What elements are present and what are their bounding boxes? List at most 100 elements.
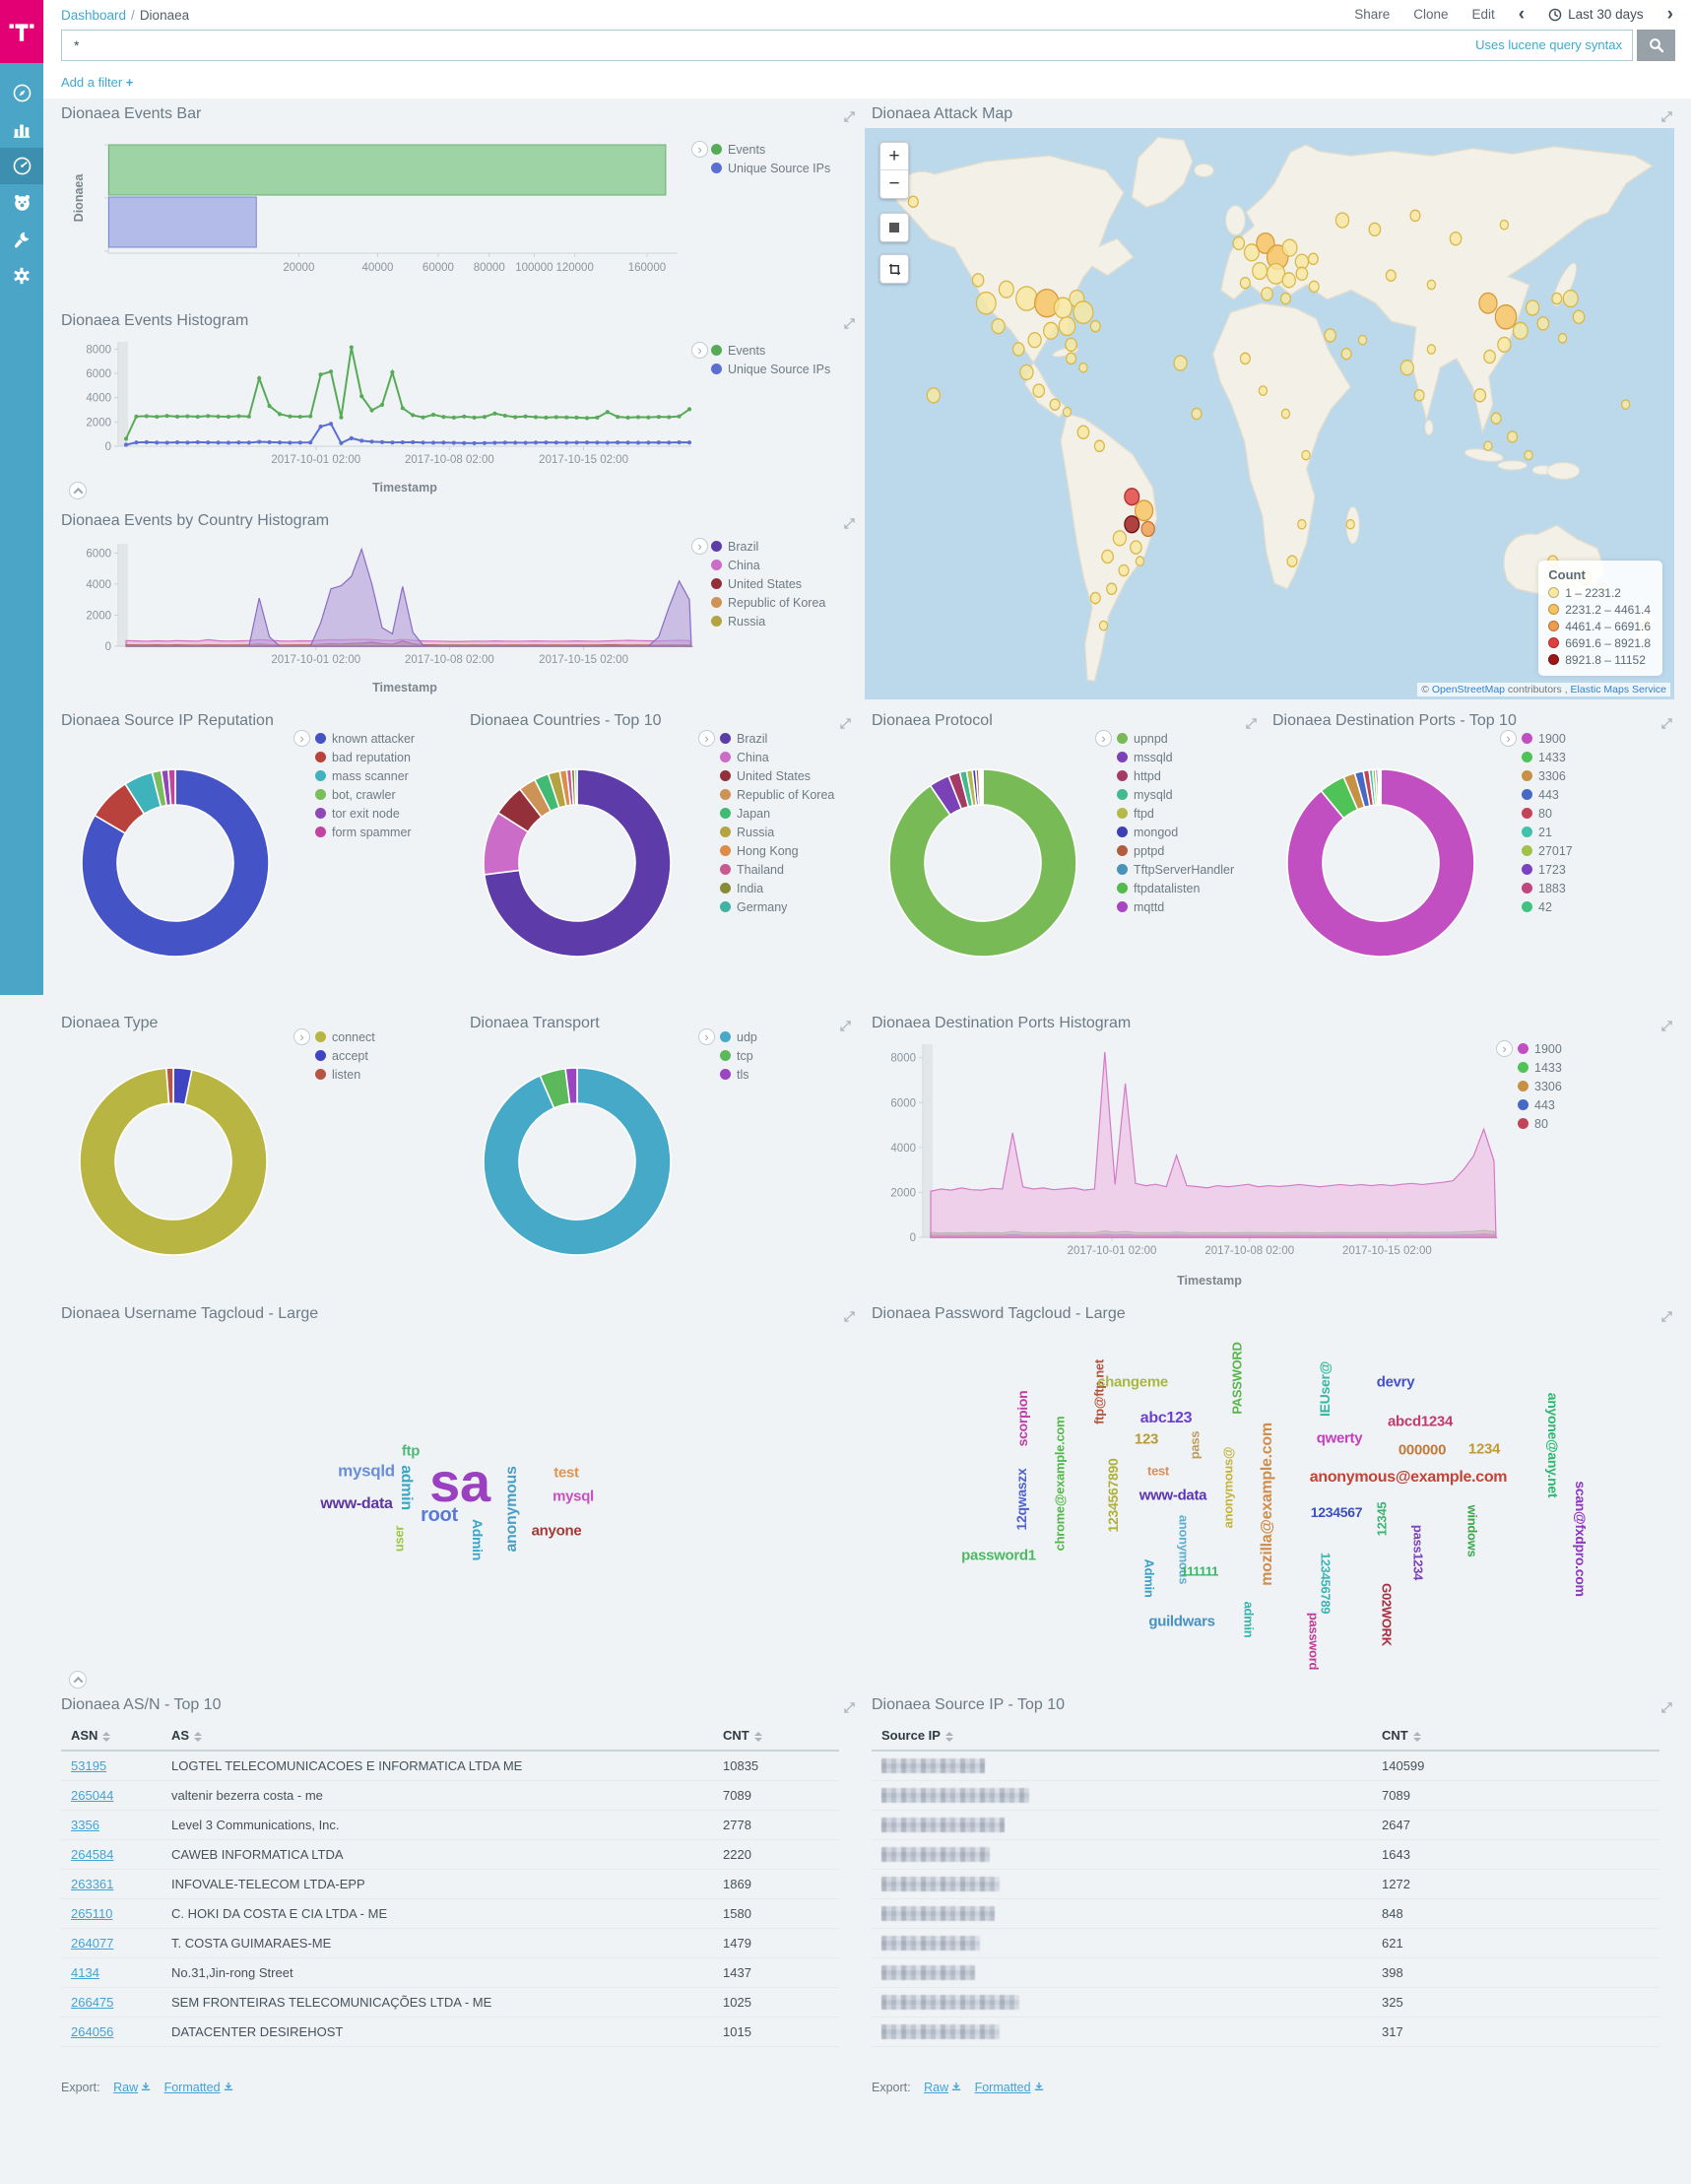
attack-bubble[interactable]	[1536, 316, 1550, 331]
world-map[interactable]: + − Count 1 – 2231.2 2231.2 – 4461.4 4461.…	[865, 128, 1674, 699]
attack-bubble[interactable]	[1345, 518, 1355, 530]
attack-bubble[interactable]	[1473, 388, 1487, 403]
asn-link[interactable]: 265110	[71, 1906, 113, 1921]
attack-bubble[interactable]	[1490, 412, 1502, 425]
attack-bubble[interactable]	[1483, 440, 1493, 452]
legend-item[interactable]: mass scanner	[315, 766, 415, 785]
asn-link[interactable]: 266475	[71, 1995, 114, 2010]
legend-item[interactable]: 21	[1522, 823, 1573, 841]
legend-toggle-icon[interactable]: ›	[691, 342, 708, 359]
export-formatted-link[interactable]: Formatted	[164, 2081, 233, 2094]
sidebar-item-dashboard[interactable]	[0, 148, 43, 184]
legend-item[interactable]: form spammer	[315, 823, 415, 841]
bar-Events[interactable]	[108, 144, 667, 196]
attack-bubble[interactable]	[1191, 407, 1203, 421]
legend-item[interactable]: Japan	[720, 804, 834, 823]
attack-bubble[interactable]	[1062, 406, 1073, 418]
attack-bubble[interactable]	[1112, 530, 1128, 547]
tag-word[interactable]: pass1234	[1410, 1524, 1426, 1581]
legend-item[interactable]: Hong Kong	[720, 841, 834, 860]
legend-item[interactable]: ftpdatalisten	[1117, 879, 1234, 897]
expand-icon[interactable]	[1246, 716, 1257, 734]
tag-word[interactable]: chrome@example.com	[1052, 1416, 1068, 1552]
tag-word[interactable]: devry	[1376, 1373, 1415, 1391]
expand-icon[interactable]	[844, 1700, 855, 1718]
tag-word[interactable]: sa	[429, 1451, 490, 1513]
attack-bubble[interactable]	[1058, 316, 1076, 337]
asn-link[interactable]: 264077	[71, 1936, 114, 1951]
attack-bubble[interactable]	[1562, 289, 1579, 308]
attack-bubble[interactable]	[1426, 344, 1437, 355]
legend-item[interactable]: known attacker	[315, 729, 415, 748]
legend-item[interactable]: Republic of Korea	[711, 593, 825, 612]
legend-item[interactable]: 1433	[1518, 1058, 1562, 1077]
legend-item[interactable]: bad reputation	[315, 748, 415, 766]
attack-bubble[interactable]	[1011, 342, 1025, 357]
legend-item[interactable]: 1433	[1522, 748, 1573, 766]
attack-bubble[interactable]	[1019, 364, 1034, 381]
attack-bubble[interactable]	[1385, 269, 1397, 282]
attack-bubble[interactable]	[1098, 620, 1109, 631]
tag-word[interactable]: www-data	[1138, 1487, 1207, 1504]
legend-item[interactable]: bot, crawler	[315, 785, 415, 804]
legend-item[interactable]: China	[711, 556, 825, 574]
legend-item[interactable]: httpd	[1117, 766, 1234, 785]
attack-bubble[interactable]	[1357, 334, 1368, 346]
legend-item[interactable]: 1723	[1522, 860, 1573, 879]
legend-toggle-icon[interactable]: ›	[691, 141, 708, 158]
attack-bubble[interactable]	[1399, 360, 1414, 376]
attack-bubble[interactable]	[1301, 449, 1311, 461]
time-prev-button[interactable]: ‹	[1518, 3, 1526, 25]
export-raw-link[interactable]: Raw	[924, 2081, 961, 2094]
legend-item[interactable]: 1883	[1522, 879, 1573, 897]
tag-word[interactable]: 123	[1134, 1430, 1159, 1448]
asn-link[interactable]: 265044	[71, 1788, 114, 1803]
tag-word[interactable]: changeme	[1097, 1373, 1168, 1391]
attack-bubble[interactable]	[1426, 279, 1437, 291]
add-filter-button[interactable]: Add a filter +	[61, 75, 134, 90]
legend-item[interactable]: Germany	[720, 897, 834, 916]
attack-bubble[interactable]	[1307, 252, 1319, 266]
legend-item[interactable]: 1900	[1518, 1039, 1562, 1058]
edit-button[interactable]: Edit	[1471, 7, 1495, 22]
expand-icon[interactable]	[844, 516, 855, 534]
sidebar-item-discover[interactable]	[0, 75, 43, 111]
column-header-source-ip[interactable]: Source IP	[872, 1722, 1372, 1752]
asn-link[interactable]: 3356	[71, 1818, 99, 1832]
export-raw-link[interactable]: Raw	[113, 2081, 151, 2094]
attack-bubble[interactable]	[998, 280, 1014, 298]
tag-word[interactable]: pass	[1187, 1430, 1203, 1460]
attack-bubble[interactable]	[1279, 292, 1291, 305]
asn-link[interactable]: 263361	[71, 1877, 114, 1891]
attack-bubble[interactable]	[1129, 540, 1142, 555]
asn-link[interactable]: 264584	[71, 1847, 114, 1862]
tag-word[interactable]: PASSWORD	[1229, 1342, 1245, 1415]
legend-item[interactable]: 443	[1518, 1095, 1562, 1114]
tag-word[interactable]: G02WORK	[1379, 1583, 1395, 1646]
legend-item[interactable]: tls	[720, 1065, 757, 1084]
legend-toggle-icon[interactable]: ›	[1095, 730, 1112, 747]
legend-item[interactable]: upnpd	[1117, 729, 1234, 748]
attack-bubble[interactable]	[1524, 449, 1533, 461]
bar-Unique Source IPs[interactable]	[108, 196, 257, 248]
attack-bubble[interactable]	[1232, 235, 1246, 251]
tag-word[interactable]: Admin	[470, 1518, 486, 1561]
attack-bubble[interactable]	[1093, 439, 1105, 453]
tag-word[interactable]: 123456789	[1318, 1552, 1333, 1615]
donut-slice-known attacker[interactable]	[81, 768, 270, 958]
attack-bubble[interactable]	[1118, 563, 1130, 577]
tag-word[interactable]: 1234	[1467, 1440, 1501, 1458]
legend-item[interactable]: udp	[720, 1027, 757, 1046]
column-header-as[interactable]: AS	[162, 1722, 713, 1752]
search-input[interactable]	[62, 31, 1632, 60]
attack-bubble[interactable]	[975, 291, 997, 315]
attack-bubble[interactable]	[907, 195, 919, 209]
attack-bubble[interactable]	[1281, 272, 1296, 289]
donut-slice-upnpd[interactable]	[888, 768, 1077, 958]
tag-word[interactable]: admin	[1241, 1601, 1257, 1638]
legend-item[interactable]: TftpServerHandler	[1117, 860, 1234, 879]
attack-bubble[interactable]	[1499, 219, 1510, 231]
tag-word[interactable]: test	[1147, 1463, 1169, 1479]
attack-bubble[interactable]	[1073, 300, 1094, 325]
legend-item[interactable]: Thailand	[720, 860, 834, 879]
